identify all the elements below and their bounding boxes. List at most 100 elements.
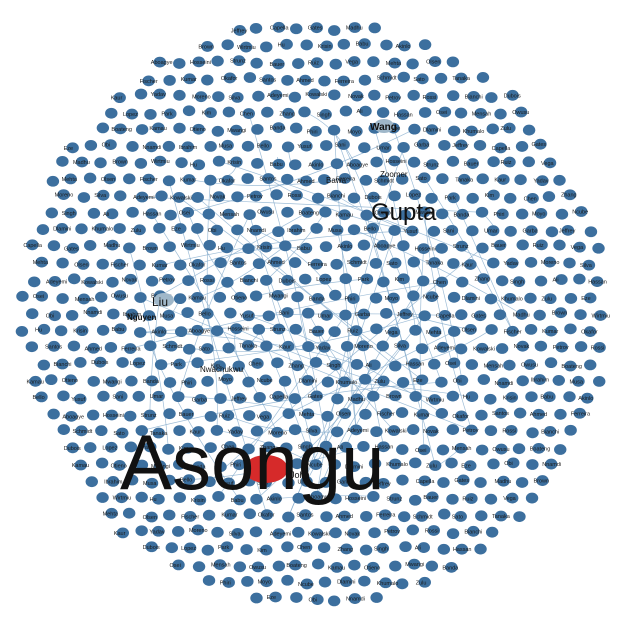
network-node bbox=[242, 274, 256, 286]
node-label: Sani bbox=[443, 228, 454, 234]
network-node bbox=[292, 526, 305, 538]
node-label: Khumalo bbox=[377, 581, 399, 587]
network-node bbox=[370, 156, 383, 168]
node-label: Kaur bbox=[494, 177, 506, 183]
network-node bbox=[75, 156, 89, 168]
network-node bbox=[328, 459, 341, 470]
network-node bbox=[525, 225, 538, 237]
node-label: Zhang bbox=[288, 364, 304, 370]
network-node bbox=[292, 58, 305, 69]
network-node bbox=[302, 307, 315, 319]
node-label: Moyo bbox=[258, 580, 271, 586]
network-node bbox=[515, 477, 529, 488]
node-label: Kaur bbox=[111, 96, 123, 102]
node-label: Ncube bbox=[298, 582, 314, 588]
node-label: Sani bbox=[112, 394, 123, 400]
node-label: Petrov bbox=[159, 277, 175, 283]
network-node bbox=[54, 325, 68, 337]
network-node bbox=[55, 223, 69, 234]
network-node bbox=[350, 325, 363, 337]
network-node bbox=[281, 307, 294, 318]
network-node bbox=[224, 441, 237, 452]
network-node bbox=[301, 375, 314, 386]
network-node bbox=[347, 293, 360, 304]
network-edge bbox=[149, 295, 161, 416]
network-node bbox=[97, 390, 110, 402]
network-node bbox=[534, 275, 548, 287]
network-node bbox=[318, 576, 332, 588]
network-node bbox=[339, 476, 353, 487]
network-node bbox=[281, 340, 295, 352]
node-label: Mensah bbox=[220, 212, 240, 218]
network-node bbox=[145, 275, 159, 287]
network-node bbox=[182, 474, 196, 486]
node-label: Gates bbox=[64, 246, 79, 252]
network-node bbox=[544, 325, 558, 337]
node-label: Zulu bbox=[416, 580, 427, 586]
network-node bbox=[494, 407, 508, 419]
network-node bbox=[398, 40, 411, 52]
network-node bbox=[35, 256, 48, 268]
network-node bbox=[311, 192, 325, 204]
node-label: Ruiz bbox=[219, 413, 230, 419]
network-node bbox=[366, 561, 380, 573]
node-label: Singh bbox=[510, 280, 524, 286]
network-node bbox=[473, 139, 487, 151]
node-label: Babu bbox=[231, 498, 244, 504]
network-node bbox=[428, 56, 442, 67]
node-label: Moyo bbox=[347, 129, 360, 135]
network-node bbox=[57, 424, 70, 435]
node-label: Kaur bbox=[190, 430, 202, 436]
network-node bbox=[233, 494, 246, 506]
network-node bbox=[96, 492, 109, 503]
network-node bbox=[524, 292, 537, 304]
node-label: Zulu bbox=[426, 464, 437, 470]
network-node bbox=[162, 309, 175, 321]
network-node bbox=[350, 90, 364, 102]
network-node bbox=[415, 374, 429, 386]
node-label: Novak bbox=[122, 277, 138, 283]
network-node bbox=[87, 375, 100, 387]
network-node bbox=[475, 510, 488, 522]
node-label: Ncube bbox=[257, 378, 273, 384]
network-node bbox=[368, 527, 381, 539]
network-node bbox=[201, 74, 214, 86]
network-node bbox=[347, 527, 360, 539]
network-edge bbox=[255, 229, 336, 296]
network-node bbox=[466, 192, 479, 204]
node-label: Moreno bbox=[55, 193, 74, 199]
network-node bbox=[593, 375, 606, 387]
node-label: Yadav bbox=[228, 430, 243, 436]
network-node bbox=[173, 458, 186, 470]
network-node bbox=[359, 174, 373, 186]
network-node bbox=[396, 340, 410, 351]
network-node bbox=[376, 340, 389, 352]
network-node bbox=[282, 408, 295, 420]
network-node bbox=[202, 274, 216, 286]
node-label: Zhang bbox=[561, 193, 577, 199]
network-node bbox=[153, 88, 166, 100]
network-node bbox=[251, 124, 264, 135]
network-node bbox=[250, 425, 264, 437]
network-node bbox=[467, 525, 480, 537]
node-label: Schmidt bbox=[162, 344, 182, 350]
network-node bbox=[308, 88, 321, 100]
network-node bbox=[318, 75, 331, 87]
network-node bbox=[465, 125, 478, 137]
network-node bbox=[230, 426, 243, 438]
network-node bbox=[161, 273, 175, 285]
network-node bbox=[329, 58, 342, 70]
node-label: Singh bbox=[62, 211, 76, 217]
minor-label-layer: Jeffrey Capella Gates Madhu Brown Wirtmiu Hu Kr… bbox=[23, 25, 610, 603]
network-node bbox=[103, 173, 117, 185]
network-node bbox=[387, 425, 401, 436]
node-label: Adeyemi bbox=[347, 428, 368, 434]
node-label: Sani bbox=[335, 143, 346, 149]
node-label: Babu bbox=[270, 162, 283, 168]
network-node bbox=[406, 225, 419, 237]
node-label: Capella bbox=[269, 394, 289, 400]
network-node bbox=[466, 225, 479, 237]
network-node bbox=[388, 57, 401, 69]
node-label: Ruiz bbox=[501, 160, 512, 166]
node-label: Kim bbox=[202, 111, 212, 117]
